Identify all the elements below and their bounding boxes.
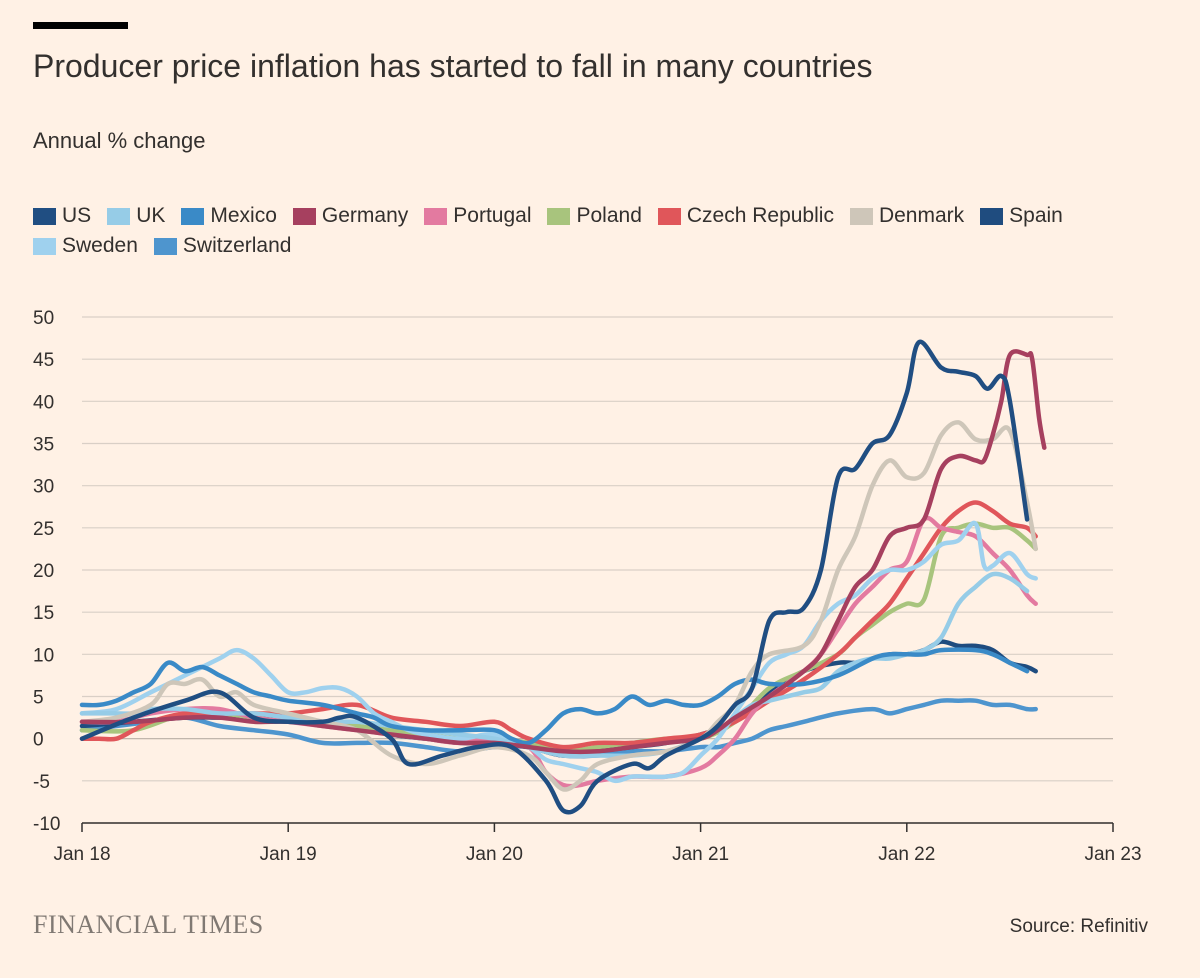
- legend-swatch: [980, 207, 1004, 225]
- legend-label: Poland: [576, 204, 642, 227]
- legend-item-us: US: [33, 204, 91, 228]
- top-rule: [33, 22, 128, 29]
- legend-label: Spain: [1009, 204, 1063, 227]
- y-tick-label: -5: [33, 772, 50, 793]
- legend-item-czech-republic: Czech Republic: [657, 204, 834, 228]
- y-tick-label: 35: [33, 435, 54, 456]
- source-note: Source: Refinitiv: [1009, 916, 1148, 937]
- legend-swatch: [153, 237, 177, 255]
- x-tick-label: Jan 23: [1084, 844, 1141, 865]
- series-lines: [79, 339, 1047, 815]
- x-tick-label: Jan 20: [466, 844, 523, 865]
- series-line-germany: [79, 349, 1047, 755]
- series-line-us: [79, 339, 1030, 815]
- y-tick-label: 15: [33, 603, 54, 624]
- y-tick-label: 20: [33, 561, 54, 582]
- legend-label: Portugal: [453, 204, 532, 227]
- chart-subtitle: Annual % change: [33, 128, 206, 153]
- x-tick-label: Jan 19: [260, 844, 317, 865]
- legend-swatch: [657, 207, 681, 225]
- x-tick-label: Jan 18: [53, 844, 110, 865]
- legend-swatch: [33, 207, 56, 225]
- legend-label: UK: [136, 204, 166, 227]
- legend-swatch: [292, 207, 316, 225]
- x-tick-label: Jan 21: [672, 844, 729, 865]
- y-tick-label: 50: [33, 308, 54, 329]
- legend-swatch: [107, 207, 131, 225]
- legend-item-poland: Poland: [547, 204, 642, 228]
- y-tick-label: 25: [33, 519, 54, 540]
- legend-item-uk: UK: [107, 204, 165, 228]
- legend-swatch: [33, 237, 56, 255]
- legend-item-mexico: Mexico: [181, 204, 277, 228]
- y-tick-label: 30: [33, 477, 54, 498]
- series-line-sweden: [79, 520, 1038, 784]
- y-tick-label: -10: [33, 814, 60, 835]
- y-tick-label: 40: [33, 392, 54, 413]
- y-tick-label: 5: [33, 688, 44, 709]
- legend-label: Czech Republic: [686, 204, 834, 227]
- series-line-denmark: [79, 420, 1038, 792]
- legend-label: Sweden: [62, 234, 138, 257]
- legend-swatch: [424, 207, 448, 225]
- y-tick-label: 10: [33, 645, 54, 666]
- legend-item-switzerland: Switzerland: [153, 234, 292, 258]
- series-line-switzerland: [79, 698, 1038, 759]
- chart-legend: US UK Mexico Germany Portugal Poland Czech Rep…: [33, 204, 1133, 258]
- legend-label: US: [62, 204, 92, 227]
- y-tick-label: 45: [33, 350, 54, 371]
- legend-item-portugal: Portugal: [424, 204, 531, 228]
- x-tick-label: Jan 22: [878, 844, 935, 865]
- legend-swatch: [547, 207, 571, 225]
- legend-item-germany: Germany: [292, 204, 409, 228]
- legend-item-sweden: Sweden: [33, 234, 138, 258]
- y-tick-label: 0: [33, 730, 44, 751]
- legend-swatch: [181, 207, 205, 225]
- legend-label: Germany: [321, 204, 409, 227]
- series-line-mexico: [79, 647, 1030, 746]
- legend-item-denmark: Denmark: [849, 204, 965, 228]
- legend-label: Denmark: [878, 204, 965, 227]
- legend-label: Mexico: [210, 204, 277, 227]
- chart-title: Producer price inflation has started to …: [33, 48, 873, 84]
- legend-swatch: [849, 207, 873, 225]
- brand-logo: FINANCIAL TIMES: [33, 910, 264, 939]
- legend-item-spain: Spain: [980, 204, 1063, 228]
- legend-label: Switzerland: [182, 234, 292, 257]
